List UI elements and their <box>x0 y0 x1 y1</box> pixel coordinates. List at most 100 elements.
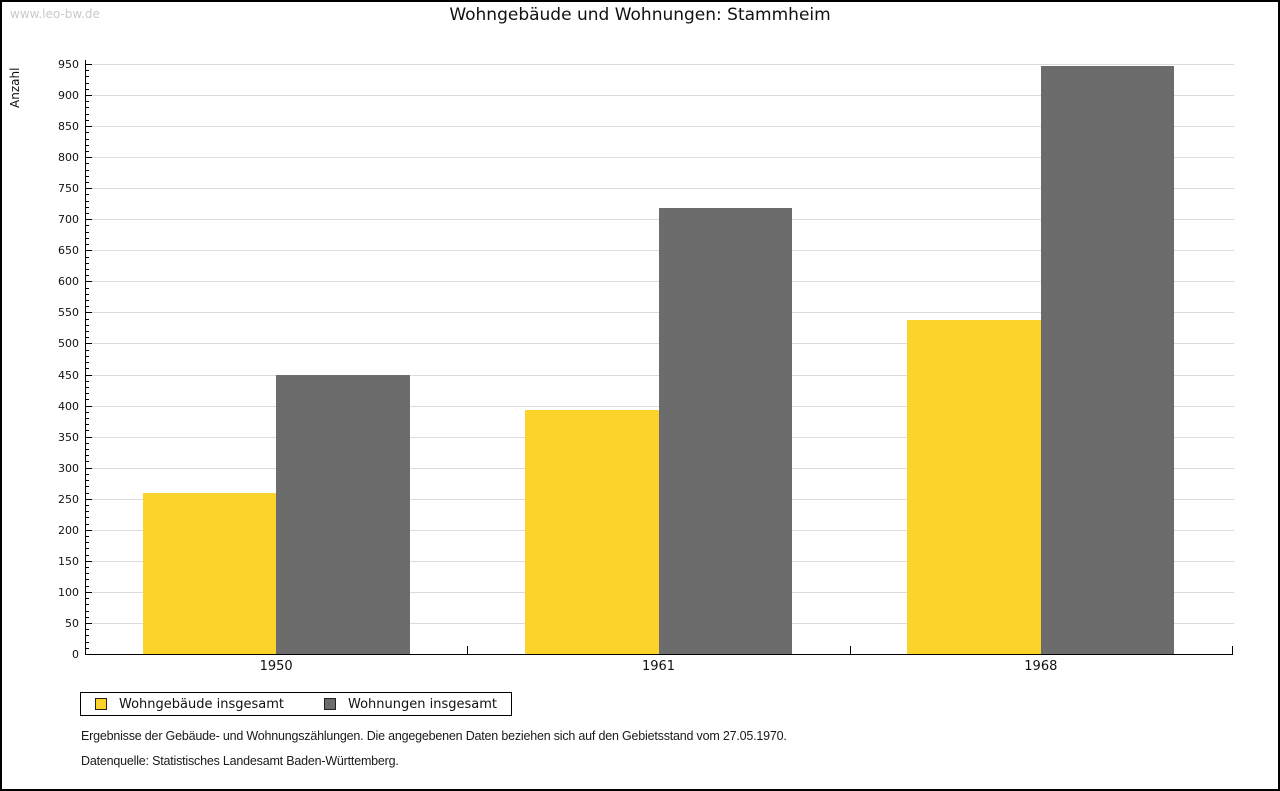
y-tick-label: 900 <box>58 89 79 103</box>
y-tick-minor <box>86 598 89 600</box>
legend-swatch-wohnungen <box>324 698 336 710</box>
y-gridline <box>85 95 1234 97</box>
y-gridline <box>85 188 1234 190</box>
y-tick-minor <box>86 424 89 426</box>
y-tick-label: 500 <box>58 337 79 351</box>
y-tick-minor <box>86 573 89 575</box>
y-tick-minor <box>86 206 89 208</box>
y-gridline <box>85 157 1234 159</box>
y-tick-minor <box>86 349 89 351</box>
y-tick-minor <box>86 536 89 537</box>
y-tick-minor <box>86 262 89 264</box>
y-tick-label: 300 <box>58 461 79 475</box>
y-tick-minor <box>86 293 89 295</box>
x-category-label-1961: 1961 <box>641 659 676 674</box>
y-tick-minor <box>86 132 89 134</box>
y-tick-minor <box>86 244 89 246</box>
y-tick-label: 200 <box>58 523 79 537</box>
y-tick-major <box>86 374 92 376</box>
y-tick-minor <box>86 461 89 463</box>
legend-item-wohnungen: Wohnungen insgesamt <box>324 697 497 712</box>
y-tick-minor <box>86 337 89 339</box>
y-tick-major <box>86 126 92 128</box>
y-tick-label: 850 <box>58 120 79 134</box>
y-tick-minor <box>86 430 89 432</box>
y-tick-minor <box>86 287 89 289</box>
y-tick-minor <box>86 107 89 109</box>
y-tick-minor <box>86 76 89 78</box>
y-tick-label: 650 <box>58 244 79 258</box>
bar-wohnungen-1950 <box>276 374 410 654</box>
y-tick-minor <box>86 473 89 475</box>
y-tick-major <box>86 436 92 438</box>
y-tick-minor <box>86 213 89 215</box>
y-tick-minor <box>86 268 89 270</box>
y-tick-minor <box>86 225 89 227</box>
y-tick-minor <box>86 175 89 177</box>
y-tick-label: 600 <box>58 275 79 289</box>
y-tick-minor <box>86 380 89 382</box>
y-tick-minor <box>86 275 89 277</box>
y-tick-label: 0 <box>72 648 79 661</box>
y-tick-label: 150 <box>58 554 79 568</box>
chart-title: Wohngebäude und Wohnungen: Stammheim <box>449 5 831 25</box>
footnote-data-source: Datenquelle: Statistisches Landesamt Bad… <box>81 754 399 768</box>
y-tick-minor <box>86 113 89 115</box>
y-tick-minor <box>86 306 89 308</box>
y-tick-minor <box>86 641 89 643</box>
y-tick-minor <box>86 70 89 72</box>
y-tick-minor <box>86 182 89 183</box>
y-tick-minor <box>86 548 89 550</box>
y-tick-major <box>86 312 92 314</box>
y-tick-major <box>86 95 92 97</box>
y-tick-label: 950 <box>58 58 79 71</box>
x-tick <box>467 646 469 654</box>
y-tick-minor <box>86 324 89 326</box>
x-tick <box>849 646 851 654</box>
legend-swatch-wohngebaeude <box>95 698 107 710</box>
footnote-source-note: Ergebnisse der Gebäude- und Wohnungszähl… <box>81 729 787 743</box>
y-tick-minor <box>86 144 89 146</box>
x-category-label-1968: 1968 <box>1024 659 1058 674</box>
y-tick-minor <box>86 169 89 171</box>
y-tick-minor <box>86 386 89 388</box>
y-tick-major <box>86 343 92 345</box>
y-tick-major <box>86 405 92 407</box>
legend-label-wohngebaeude: Wohngebäude insgesamt <box>119 696 284 712</box>
y-tick-minor <box>86 231 89 233</box>
legend: Wohngebäude insgesamt Wohnungen insgesam… <box>80 692 512 716</box>
y-tick-minor <box>86 200 89 202</box>
y-tick-label: 400 <box>58 399 79 413</box>
y-tick-major <box>86 188 92 190</box>
y-tick-major <box>86 281 92 283</box>
y-tick-major <box>86 157 92 159</box>
y-tick-minor <box>86 523 89 525</box>
y-tick-label: 800 <box>58 151 79 165</box>
x-axis-line <box>85 654 1233 655</box>
y-tick-minor <box>86 411 89 413</box>
y-tick-major <box>86 219 92 221</box>
y-tick-minor <box>86 635 89 637</box>
y-tick-major <box>86 529 92 531</box>
y-tick-major <box>86 467 92 469</box>
y-tick-minor <box>86 300 89 301</box>
y-tick-minor <box>86 331 89 333</box>
y-tick-minor <box>86 194 89 196</box>
y-tick-minor <box>86 237 89 239</box>
y-tick-minor <box>86 610 89 612</box>
y-tick-minor <box>86 418 89 419</box>
y-tick-minor <box>86 88 89 90</box>
y-tick-minor <box>86 616 89 618</box>
y-tick-label: 350 <box>58 430 79 444</box>
y-tick-label: 450 <box>58 368 79 382</box>
y-tick-minor <box>86 604 89 606</box>
y-tick-minor <box>86 542 89 544</box>
y-tick-label: 50 <box>65 616 79 630</box>
y-tick-minor <box>86 150 89 152</box>
y-tick-minor <box>86 585 89 587</box>
y-tick-minor <box>86 355 89 357</box>
y-tick-minor <box>86 629 89 631</box>
y-tick-minor <box>86 647 89 649</box>
